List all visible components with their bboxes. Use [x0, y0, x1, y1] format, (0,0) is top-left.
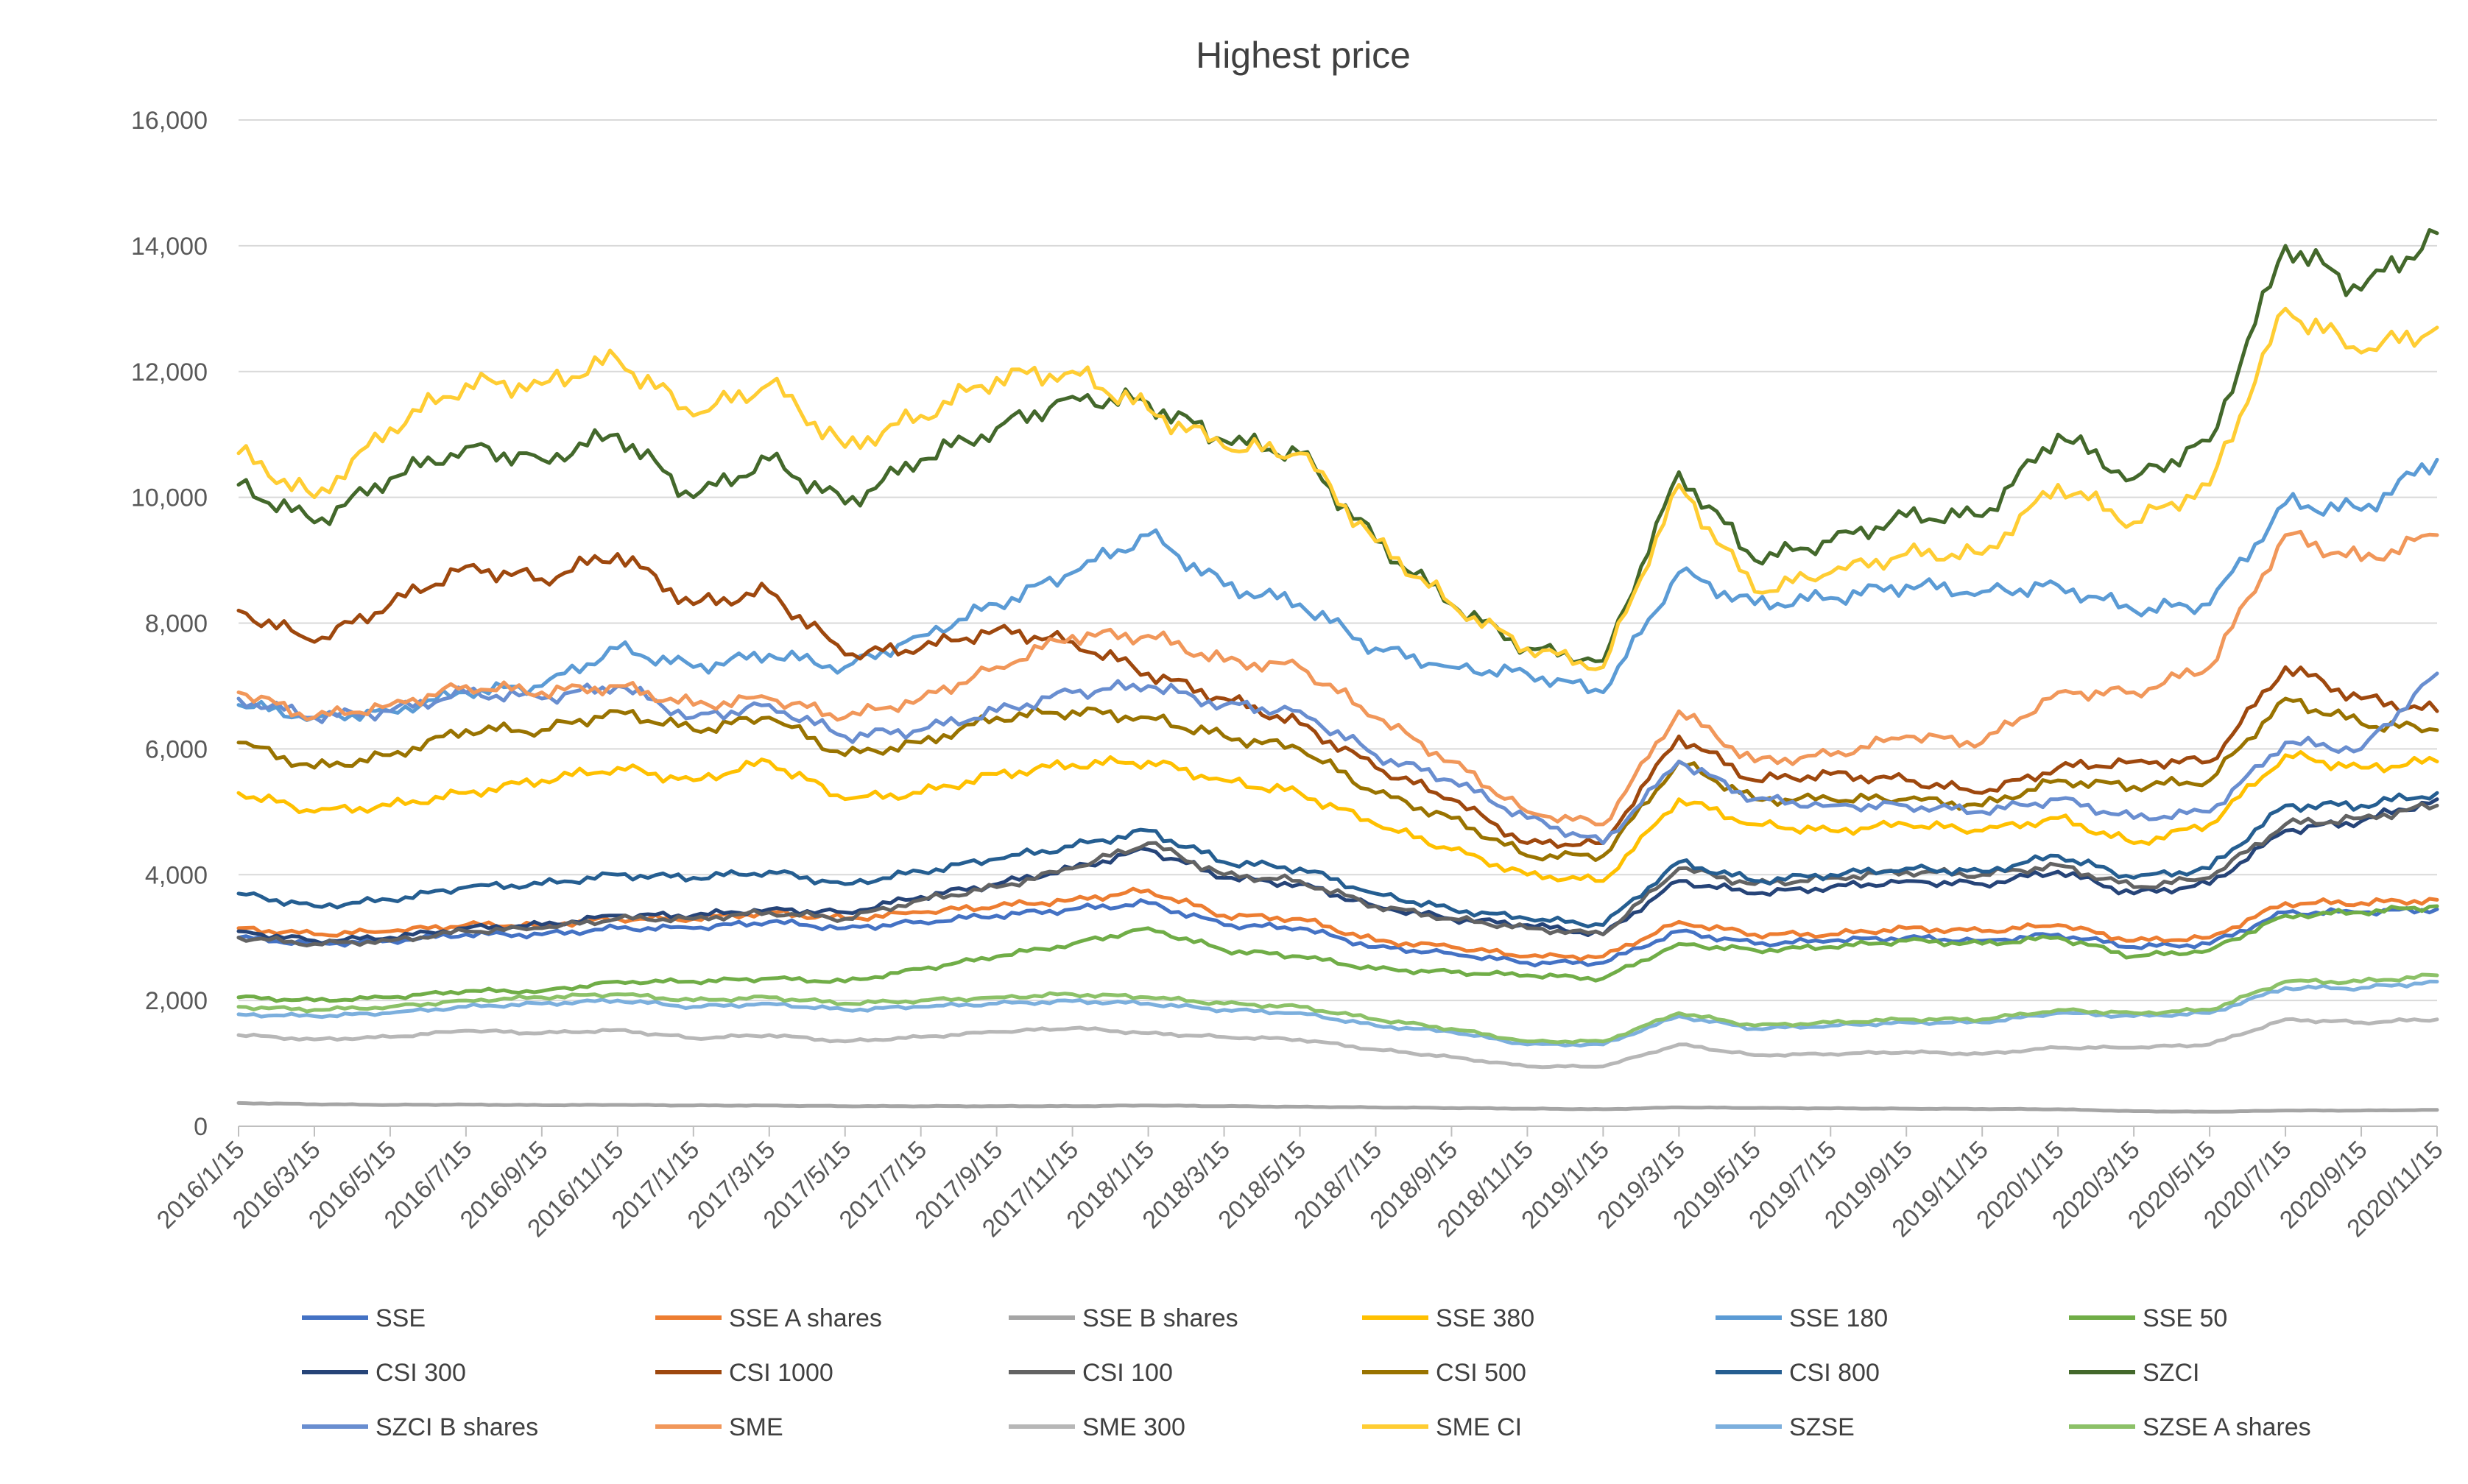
legend-label: SZSE — [1789, 1413, 1855, 1441]
y-tick-label: 10,000 — [131, 484, 208, 512]
series-line — [236, 797, 2439, 945]
series-line — [236, 750, 2439, 883]
y-axis-ticks: 0 2,000 4,000 6,000 8,000 10,000 12,000 14,000 1… — [131, 107, 208, 1141]
legend-label: CSI 800 — [1789, 1359, 1880, 1387]
legend-label: CSI 500 — [1436, 1359, 1526, 1387]
series-line — [236, 529, 2439, 827]
series-line — [236, 791, 2439, 929]
series-line — [236, 802, 2439, 948]
chart-title: Highest price — [1196, 35, 1411, 76]
y-tick-label: 4,000 — [145, 861, 208, 889]
y-tick-label: 12,000 — [131, 358, 208, 386]
series-lines — [236, 227, 2439, 1114]
y-tick-label: 14,000 — [131, 233, 208, 261]
legend-label: SSE B shares — [1082, 1304, 1238, 1332]
series-line — [236, 1017, 2439, 1070]
legend-label: SZCI — [2143, 1359, 2199, 1387]
legend-label: CSI 1000 — [729, 1359, 833, 1387]
y-tick-label: 0 — [194, 1113, 208, 1141]
legend-label: SME CI — [1436, 1413, 1522, 1441]
series-line — [236, 306, 2439, 671]
y-tick-label: 2,000 — [145, 987, 208, 1015]
series-line — [236, 671, 2439, 845]
y-tick-label: 16,000 — [131, 107, 208, 135]
series-line — [236, 457, 2439, 722]
legend-label: SSE 380 — [1436, 1304, 1534, 1332]
series-line — [236, 1100, 2439, 1114]
legend-label: SZCI B shares — [376, 1413, 538, 1441]
series-line — [236, 979, 2439, 1047]
legend-label: SSE A shares — [729, 1304, 882, 1332]
legend-label: SSE — [376, 1304, 426, 1332]
legend-label: SME 300 — [1082, 1413, 1185, 1441]
x-axis-ticks: 2016/1/152016/3/152016/5/152016/7/152016… — [152, 1126, 2449, 1243]
legend-label: CSI 300 — [376, 1359, 466, 1387]
y-tick-label: 8,000 — [145, 610, 208, 638]
legend-label: SSE 180 — [1789, 1304, 1888, 1332]
gridlines — [239, 119, 2437, 1127]
series-line — [236, 552, 2439, 849]
series-line — [236, 227, 2439, 665]
series-line — [236, 696, 2439, 862]
series-line — [236, 898, 2439, 968]
legend-label: SZSE A shares — [2143, 1413, 2311, 1441]
series-line — [236, 904, 2439, 1003]
legend: SSE SSE A shares SSE B shares SSE 380 SSE 18… — [302, 1304, 2311, 1441]
series-line — [236, 972, 2439, 1045]
legend-label: CSI 100 — [1082, 1359, 1173, 1387]
legend-label: SSE 50 — [2143, 1304, 2227, 1332]
series-line — [236, 886, 2439, 961]
legend-label: SME — [729, 1413, 783, 1441]
y-tick-label: 6,000 — [145, 735, 208, 763]
